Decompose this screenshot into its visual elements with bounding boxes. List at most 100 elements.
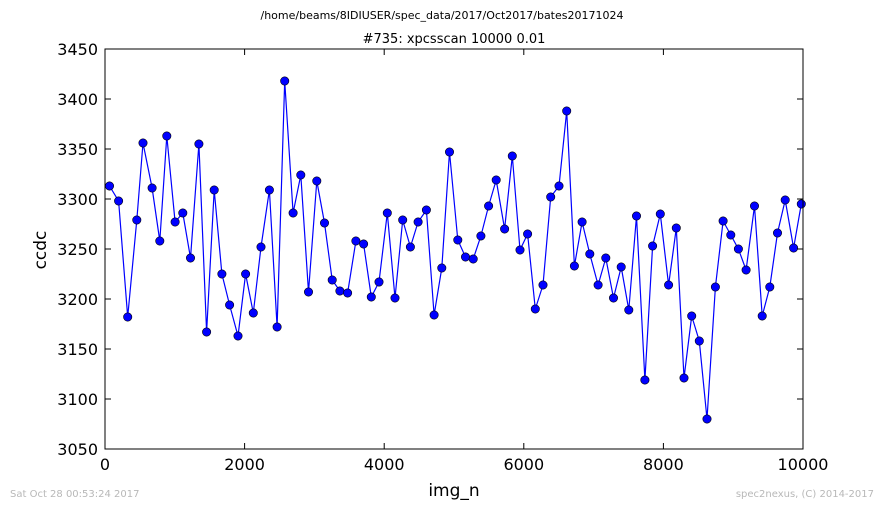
data-point xyxy=(671,223,681,233)
plot-background xyxy=(105,49,803,449)
data-point xyxy=(500,224,510,234)
y-axis-label: ccdc xyxy=(31,231,51,270)
data-point xyxy=(296,170,306,180)
data-point xyxy=(303,287,313,297)
data-point xyxy=(554,181,564,191)
data-point xyxy=(577,217,587,227)
y-tick-label: 3300 xyxy=(57,190,98,209)
data-point xyxy=(147,183,157,193)
data-point xyxy=(476,231,486,241)
data-point xyxy=(780,195,790,205)
figure-suptitle: /home/beams/8IDIUSER/spec_data/2017/Oct2… xyxy=(261,9,624,22)
data-point xyxy=(585,249,595,259)
data-point xyxy=(453,235,463,245)
data-point xyxy=(178,208,188,218)
data-point xyxy=(233,331,243,341)
data-point xyxy=(123,312,133,322)
data-point xyxy=(444,147,454,157)
data-point xyxy=(718,216,728,226)
data-point xyxy=(319,218,329,228)
x-tick-label: 8000 xyxy=(643,455,684,474)
data-point xyxy=(468,254,478,264)
chart-title: #735: xpcsscan 10000 0.01 xyxy=(363,32,546,47)
data-point xyxy=(702,414,712,424)
data-point xyxy=(209,185,219,195)
data-point xyxy=(460,252,470,262)
y-tick-label: 3050 xyxy=(57,440,98,459)
data-point xyxy=(335,286,345,296)
data-point xyxy=(390,293,400,303)
data-point xyxy=(343,288,353,298)
y-tick-label: 3400 xyxy=(57,90,98,109)
data-point xyxy=(726,230,736,240)
y-tick-label: 3350 xyxy=(57,140,98,159)
data-point xyxy=(507,151,517,161)
data-point xyxy=(789,243,799,253)
footer-credit: spec2nexus, (C) 2014-2017 xyxy=(736,489,874,500)
y-tick-label: 3250 xyxy=(57,240,98,259)
data-point xyxy=(225,300,235,310)
data-point xyxy=(186,253,196,263)
data-point xyxy=(710,282,720,292)
data-point xyxy=(616,262,626,272)
data-point xyxy=(202,327,212,337)
footer-timestamp: Sat Oct 28 00:53:24 2017 xyxy=(10,489,140,500)
data-point xyxy=(491,175,501,185)
data-point xyxy=(562,106,572,116)
data-point xyxy=(170,217,180,227)
data-point xyxy=(757,311,767,321)
data-point xyxy=(382,208,392,218)
y-tick-label: 3200 xyxy=(57,290,98,309)
y-tick-label: 3450 xyxy=(57,40,98,59)
x-axis-label: img_n xyxy=(428,481,479,501)
data-point xyxy=(288,208,298,218)
data-point xyxy=(105,181,115,191)
data-point xyxy=(155,236,165,246)
data-point xyxy=(741,265,751,275)
data-point xyxy=(351,236,361,246)
data-point xyxy=(327,275,337,285)
data-point xyxy=(374,277,384,287)
data-point xyxy=(796,199,806,209)
x-tick-label: 10000 xyxy=(778,455,829,474)
data-point xyxy=(523,229,533,239)
data-point xyxy=(398,215,408,225)
data-point xyxy=(280,76,290,86)
data-point xyxy=(546,192,556,202)
data-point xyxy=(640,375,650,385)
data-point xyxy=(312,176,322,186)
data-point xyxy=(530,304,540,314)
data-point xyxy=(608,293,618,303)
data-point xyxy=(429,310,439,320)
data-point xyxy=(648,241,658,251)
data-point xyxy=(264,185,274,195)
data-point xyxy=(484,201,494,211)
data-point xyxy=(413,217,423,227)
data-point xyxy=(248,308,258,318)
data-point xyxy=(162,131,172,141)
data-point xyxy=(256,242,266,252)
data-point xyxy=(772,228,782,238)
data-point xyxy=(679,373,689,383)
data-point xyxy=(538,280,548,290)
data-point xyxy=(366,292,376,302)
data-point xyxy=(655,209,665,219)
data-point xyxy=(132,215,142,225)
data-point xyxy=(421,205,431,215)
axis-ticks: 0 2000 4000 6000 8000 10000 3050 3100 3150 3200 32… xyxy=(57,40,828,474)
x-tick-label: 6000 xyxy=(503,455,544,474)
data-point xyxy=(241,269,251,279)
data-point xyxy=(664,280,674,290)
data-point xyxy=(515,245,525,255)
plot-area xyxy=(105,49,803,449)
y-tick-label: 3100 xyxy=(57,390,98,409)
data-point xyxy=(114,196,124,206)
data-point xyxy=(694,336,704,346)
data-point xyxy=(733,244,743,254)
data-point xyxy=(631,211,641,221)
x-tick-label: 0 xyxy=(100,455,110,474)
data-point xyxy=(624,305,634,315)
data-point xyxy=(749,201,759,211)
data-point xyxy=(138,138,148,148)
